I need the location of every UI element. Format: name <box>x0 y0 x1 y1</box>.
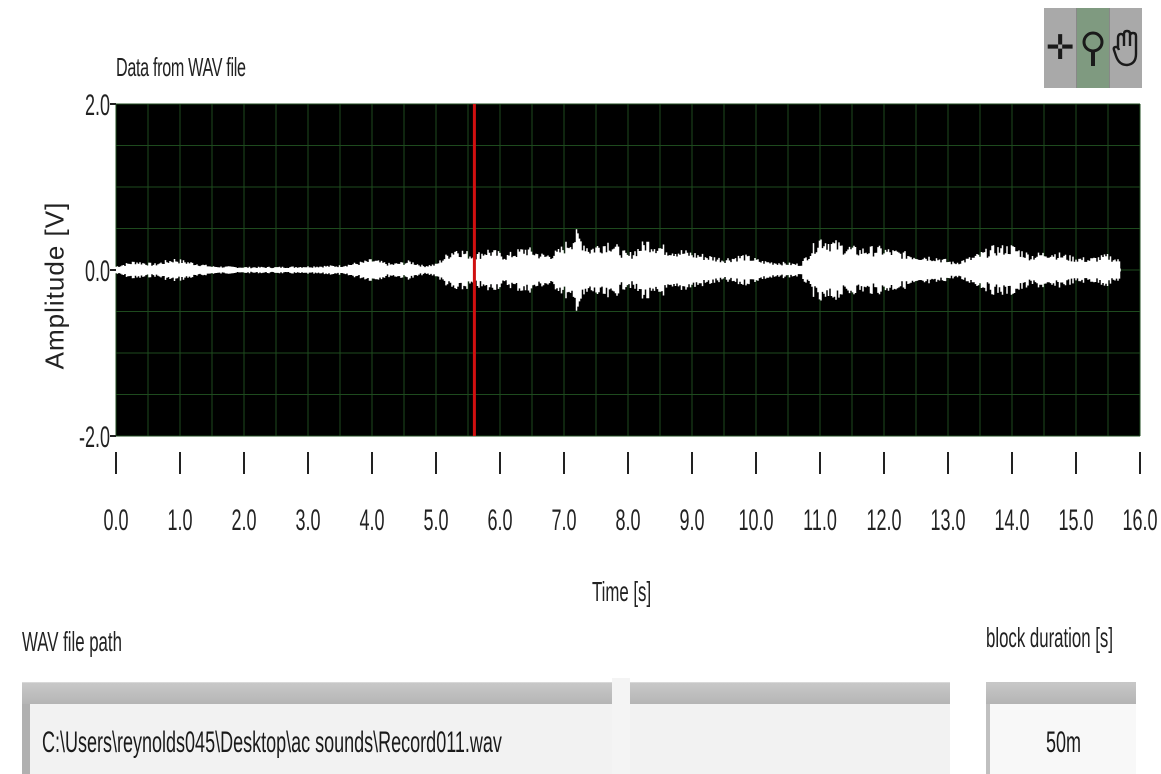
cursor-tool-icon[interactable]: ✛ <box>1044 8 1077 88</box>
x-tick-label: 0.0 <box>103 505 128 538</box>
wav-file-path-value: C:\Users\reynolds045\Desktop\ac sounds\R… <box>42 726 502 759</box>
wav-file-path-label: WAV file path <box>22 626 122 657</box>
x-tick-label: 7.0 <box>551 505 576 538</box>
y-tick-label: -2.0 <box>79 422 110 455</box>
x-tick-label: 4.0 <box>359 505 384 538</box>
x-tick-label: 1.0 <box>167 505 192 538</box>
x-tick-label: 8.0 <box>615 505 640 538</box>
x-axis-label: Time [s] <box>592 576 652 607</box>
x-tick-label: 6.0 <box>487 505 512 538</box>
x-tick-label: 11.0 <box>803 505 837 538</box>
block-duration-value: 50m <box>1046 726 1082 759</box>
x-tick-label: 16.0 <box>1122 505 1157 538</box>
path-control-divider <box>612 678 630 774</box>
y-tick-label: 2.0 <box>85 90 110 123</box>
graph-palette: ✛ <box>1044 8 1142 88</box>
x-tick-label: 15.0 <box>1058 505 1093 538</box>
duration-control-frame <box>986 682 1136 704</box>
zoom-tool-icon[interactable] <box>1077 8 1110 88</box>
wav-file-path-input[interactable]: C:\Users\reynolds045\Desktop\ac sounds\R… <box>22 704 950 774</box>
block-duration-input[interactable]: 50m <box>986 704 1136 774</box>
x-tick-label: 12.0 <box>866 505 901 538</box>
graph-title: Data from WAV file <box>116 52 246 82</box>
x-tick-label: 14.0 <box>994 505 1029 538</box>
x-tick-label: 10.0 <box>738 505 773 538</box>
x-tick-label: 3.0 <box>295 505 320 538</box>
x-tick-label: 2.0 <box>231 505 256 538</box>
y-tick-label: 0.0 <box>85 256 110 289</box>
x-tick-label: 5.0 <box>423 505 448 538</box>
path-control-frame <box>22 682 950 705</box>
block-duration-label: block duration [s] <box>986 622 1114 653</box>
waveform-chart: 0.0 1.0 2.0 3.0 4.0 5.0 6.0 7.0 8.0 9.0 10.0 11.0 12… <box>79 90 1158 538</box>
x-tick-label: 9.0 <box>679 505 704 538</box>
pan-tool-icon[interactable] <box>1110 8 1142 88</box>
x-tick-label: 13.0 <box>930 505 965 538</box>
